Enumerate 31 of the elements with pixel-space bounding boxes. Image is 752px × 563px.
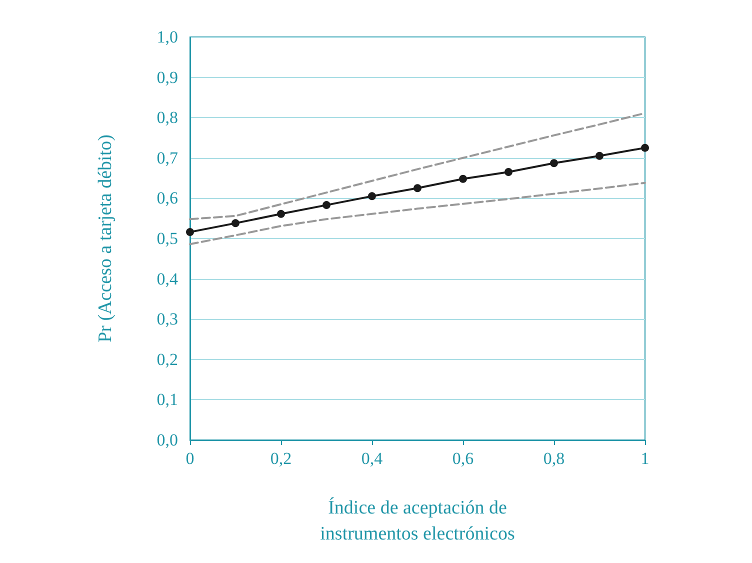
y-tick-label: 0,6 [156,188,178,208]
y-tick-label: 0,8 [156,108,178,128]
x-tick-label: 0 [186,449,194,468]
x-axis-title: Índice de aceptación de instrumentos electrónicos [320,496,515,544]
point [459,174,467,183]
point [232,219,240,228]
x-tick-label: 0,4 [361,449,384,468]
point [414,184,422,192]
y-tick-label: 0,4 [156,269,178,288]
point [368,192,376,200]
line-series [189,182,646,246]
y-tick-label: 0,1 [156,390,178,410]
x-tick-label: 0,8 [543,449,565,468]
point [641,144,649,152]
point [504,168,512,176]
y-tick-label: 0,9 [156,68,178,87]
x-tick-label: 0,2 [270,449,292,468]
y-tick-label: 0,2 [156,350,178,369]
y-tick-label: 0,3 [156,310,178,329]
y-tick-label: 0,7 [156,148,178,168]
point [186,228,194,236]
y-tick-label: 0,0 [156,430,178,450]
point [277,210,285,218]
y-axis-title: Pr (Acceso a tarjeta débito) [95,134,116,342]
y-tick-label: 1,0 [156,28,178,46]
x-tick-label: 1 [640,449,650,468]
y-tick-label: 0,5 [156,229,178,248]
point [550,159,558,168]
point [322,201,330,210]
x-tick-label: 0,6 [452,449,474,468]
point [596,152,604,160]
